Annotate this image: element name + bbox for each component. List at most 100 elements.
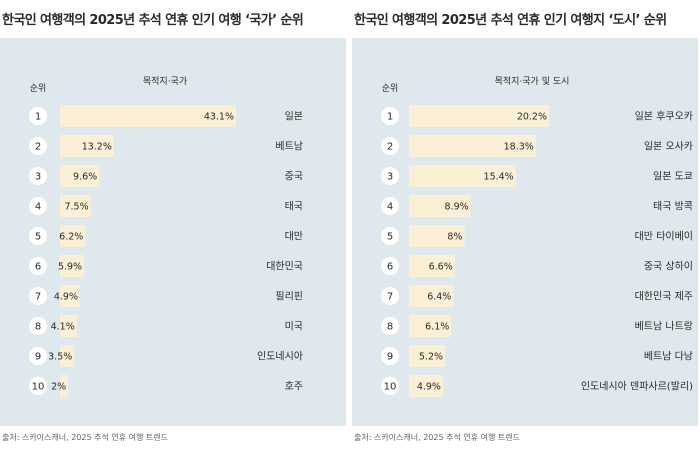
rank-badge [29, 347, 47, 365]
table-row: 5 6.2% 대만 [29, 225, 303, 247]
table-row: 2 18.3% 일본 오사카 [381, 135, 693, 157]
rank-number: 6 [387, 262, 393, 273]
rank-badge [29, 377, 47, 395]
rank-number: 3 [35, 172, 41, 183]
value-label: 43.1% [204, 112, 234, 123]
rank-badge [29, 287, 47, 305]
rank-badge [381, 107, 399, 125]
rank-badge [381, 317, 399, 335]
category-label: 일본 [285, 111, 303, 123]
city-ranking-panel: 한국인 여행객의 2025년 추석 연휴 인기 여행지 ‘도시’ 순위 순위 목적… [352, 0, 698, 450]
chart-area: 순위 목적지·국가 및 도시 1 20.2% 일본 후쿠오카 2 18.3% 일본 오사카 3 1… [352, 38, 698, 426]
rank-badge [29, 227, 47, 245]
category-label: 중국 [285, 171, 303, 183]
category-label: 필리핀 [275, 291, 303, 303]
table-row: 5 8% 대만 타이베이 [381, 225, 693, 247]
category-label: 베트남 [275, 141, 303, 153]
value-label: 6.1% [425, 322, 449, 333]
bar [409, 285, 454, 307]
category-label: 대한민국 [266, 261, 303, 273]
table-row: 4 7.5% 태국 [29, 195, 303, 217]
value-label: 8.9% [445, 202, 469, 213]
table-row: 8 6.1% 베트남 나트랑 [381, 315, 693, 337]
category-label: 태국 [285, 201, 303, 213]
chart-title: 한국인 여행객의 2025년 추석 연휴 인기 여행지 ‘도시’ 순위 [354, 13, 667, 28]
bar [60, 345, 75, 367]
table-row: 4 8.9% 태국 방콕 [381, 195, 693, 217]
rank-number: 5 [35, 232, 41, 243]
rank-badge [381, 257, 399, 275]
rank-badge [29, 197, 47, 215]
value-label: 6.2% [59, 232, 83, 243]
value-label: 4.9% [54, 292, 78, 303]
rank-number: 4 [35, 202, 41, 213]
rank-number: 8 [387, 322, 393, 333]
chart-title: 한국인 여행객의 2025년 추석 연휴 인기 여행 ‘국가’ 순위 [2, 13, 304, 28]
value-label: 20.2% [517, 112, 547, 123]
bar [60, 135, 114, 157]
value-label: 18.3% [504, 142, 534, 153]
rank-number: 1 [387, 112, 393, 123]
bar [60, 315, 77, 337]
value-label: 6.4% [427, 292, 451, 303]
rank-number: 3 [387, 172, 393, 183]
table-row: 6 5.9% 대한민국 [29, 255, 303, 277]
rank-badge [29, 167, 47, 185]
table-row: 7 4.9% 필리핀 [29, 285, 303, 307]
category-label: 인도네시아 [257, 351, 303, 363]
source-note: 출처: 스카이스캐너, 2025 추석 연휴 여행 트렌드 [354, 433, 520, 442]
rank-number: 8 [35, 322, 41, 333]
bar [409, 255, 455, 277]
rank-column-header: 순위 [382, 83, 399, 94]
table-row: 1 43.1% 일본 [29, 105, 303, 127]
value-label: 15.4% [484, 172, 514, 183]
rank-number: 9 [387, 352, 393, 363]
rank-number: 7 [35, 292, 41, 303]
bar [60, 105, 236, 127]
city-bar-chart: 순위 목적지·국가 및 도시 1 20.2% 일본 후쿠오카 2 18.3% 일본 오사카 3 1… [381, 75, 693, 397]
rank-number: 10 [384, 382, 397, 393]
category-label: 베트남 나트랑 [635, 321, 693, 333]
table-row: 10 4.9% 인도네시아 덴파사르(발리) [381, 375, 693, 397]
rank-badge [29, 257, 47, 275]
rank-number: 10 [32, 382, 45, 393]
table-row: 2 13.2% 베트남 [29, 135, 303, 157]
value-label: 5.9% [58, 262, 82, 273]
table-row: 10 2% 호주 [29, 375, 303, 397]
category-label: 대만 [285, 231, 303, 243]
category-label: 일본 도쿄 [653, 171, 693, 183]
value-label: 4.9% [417, 382, 441, 393]
rank-column-header: 순위 [30, 83, 47, 94]
rank-badge [381, 167, 399, 185]
bar [60, 255, 85, 277]
bar [409, 345, 446, 367]
value-label: 7.5% [64, 202, 88, 213]
bar [409, 105, 549, 127]
country-ranking-panel: 한국인 여행객의 2025년 추석 연휴 인기 여행 ‘국가’ 순위 순위 목적지… [0, 0, 346, 450]
rank-badge [381, 197, 399, 215]
table-row: 8 4.1% 미국 [29, 315, 303, 337]
category-label: 호주 [285, 381, 303, 393]
category-label: 일본 오사카 [644, 141, 693, 153]
rank-number: 9 [35, 352, 41, 363]
rank-number: 6 [35, 262, 41, 273]
rank-badge [29, 137, 47, 155]
rank-number: 7 [387, 292, 393, 303]
category-label: 대만 타이베이 [635, 231, 693, 243]
table-row: 3 15.4% 일본 도쿄 [381, 165, 693, 187]
destination-column-header: 목적지·국가 [143, 75, 187, 87]
table-row: 9 3.5% 인도네시아 [29, 345, 303, 367]
bar [60, 285, 81, 307]
rank-badge [381, 377, 399, 395]
country-bar-chart: 순위 목적지·국가 1 43.1% 일본 2 13.2% 베트남 3 9.6% 중국 4 7.5% 태국 5… [29, 75, 303, 397]
value-label: 3.5% [48, 352, 72, 363]
value-label: 4.1% [51, 322, 75, 333]
category-label: 일본 후쿠오카 [635, 111, 693, 123]
rank-badge [29, 317, 47, 335]
value-label: 13.2% [82, 142, 112, 153]
category-label: 중국 상하이 [644, 260, 693, 273]
chart-area: 순위 목적지·국가 1 43.1% 일본 2 13.2% 베트남 3 9.6% 중국 4 7.5% 태국 5… [0, 38, 346, 426]
value-label: 2% [51, 382, 66, 393]
rank-number: 2 [387, 142, 393, 153]
rank-badge [29, 107, 47, 125]
